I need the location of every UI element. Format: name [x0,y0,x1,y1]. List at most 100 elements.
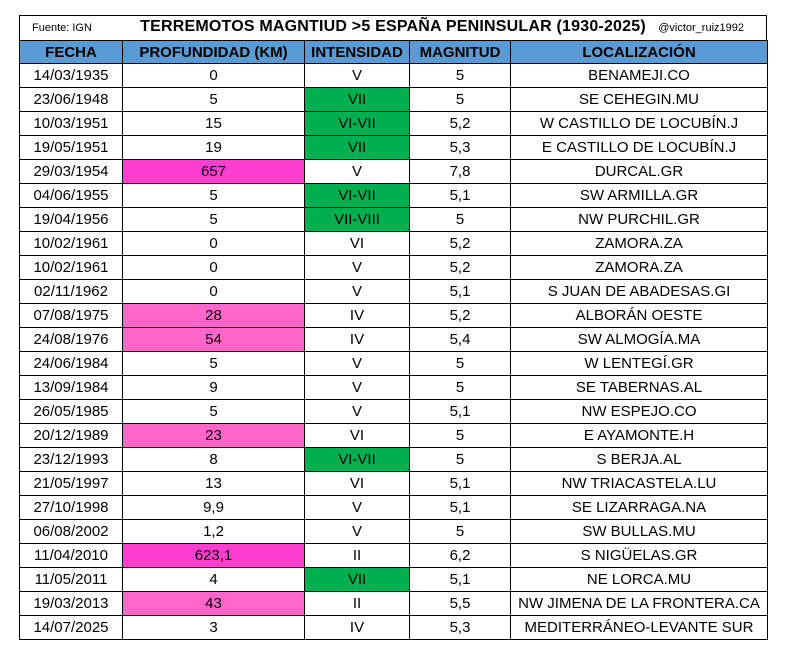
depth-cell: 19 [122,135,305,160]
depth-cell: 1,2 [122,519,305,544]
intensity-cell: V [304,255,410,280]
table-row: 10/02/1961 0 V 5,2 ZAMORA.ZA [19,255,768,280]
magnitude-cell: 5 [409,447,511,472]
table-row: 14/07/2025 3 IV 5,3 MEDITERRÁNEO-LEVANTE SUR [19,615,768,640]
magnitude-cell: 5,1 [409,279,511,304]
intensity-cell: VI [304,231,410,256]
location-cell: NW TRIACASTELA.LU [510,471,768,496]
table-row: 23/12/1993 8 VI-VII 5 S BERJA.AL [19,447,768,472]
depth-cell: 5 [122,183,305,208]
intensity-cell: VI-VII [304,447,410,472]
depth-cell: 657 [122,159,305,184]
location-cell: SE TABERNAS.AL [510,375,768,400]
location-cell: ZAMORA.ZA [510,255,768,280]
intensity-cell: VII [304,567,410,592]
intensity-cell: V [304,375,410,400]
table-row: 04/06/1955 5 VI-VII 5,1 SW ARMILLA.GR [19,183,768,208]
location-cell: NW ESPEJO.CO [510,399,768,424]
depth-cell: 0 [122,255,305,280]
header-row: FECHA PROFUNDIDAD (KM) INTENSIDAD MAGNIT… [19,40,768,64]
magnitude-cell: 5,1 [409,495,511,520]
location-cell: NW JIMENA DE LA FRONTERA.CA [510,591,768,616]
depth-cell: 15 [122,111,305,136]
table-row: 20/12/1989 23 VI 5 E AYAMONTE.H [19,423,768,448]
column-header-profundidad: PROFUNDIDAD (KM) [122,40,305,64]
magnitude-cell: 5,2 [409,303,511,328]
magnitude-cell: 5 [409,63,511,88]
magnitude-cell: 5,3 [409,135,511,160]
location-cell: S NIGÜELAS.GR [510,543,768,568]
date-cell: 20/12/1989 [19,423,123,448]
location-cell: BENAMEJI.CO [510,63,768,88]
depth-cell: 28 [122,303,305,328]
earthquake-table-container: Fuente: IGN TERREMOTOS MAGNTIUD >5 ESPAÑ… [19,15,768,640]
date-cell: 19/05/1951 [19,135,123,160]
magnitude-cell: 5,1 [409,399,511,424]
depth-cell: 9,9 [122,495,305,520]
magnitude-cell: 5 [409,423,511,448]
location-cell: SW ARMILLA.GR [510,183,768,208]
intensity-cell: VII-VIII [304,207,410,232]
date-cell: 19/03/2013 [19,591,123,616]
magnitude-cell: 5 [409,87,511,112]
date-cell: 27/10/1998 [19,495,123,520]
depth-cell: 0 [122,63,305,88]
intensity-cell: IV [304,303,410,328]
table-row: 06/08/2002 1,2 V 5 SW BULLAS.MU [19,519,768,544]
intensity-cell: V [304,399,410,424]
date-cell: 11/04/2010 [19,543,123,568]
intensity-cell: V [304,519,410,544]
intensity-cell: IV [304,327,410,352]
intensity-cell: V [304,279,410,304]
location-cell: S BERJA.AL [510,447,768,472]
intensity-cell: VI [304,471,410,496]
location-cell: W LENTEGÍ.GR [510,351,768,376]
depth-cell: 5 [122,207,305,232]
magnitude-cell: 5 [409,207,511,232]
date-cell: 06/08/2002 [19,519,123,544]
author-handle: @victor_ruiz1992 [658,22,744,34]
location-cell: E CASTILLO DE LOCUBÍN.J [510,135,768,160]
magnitude-cell: 5 [409,351,511,376]
date-cell: 23/06/1948 [19,87,123,112]
date-cell: 23/12/1993 [19,447,123,472]
table-row: 13/09/1984 9 V 5 SE TABERNAS.AL [19,375,768,400]
location-cell: S JUAN DE ABADESAS.GI [510,279,768,304]
depth-cell: 13 [122,471,305,496]
date-cell: 10/02/1961 [19,231,123,256]
column-header-fecha: FECHA [19,40,123,64]
table-row: 07/08/1975 28 IV 5,2 ALBORÁN OESTE [19,303,768,328]
date-cell: 29/03/1954 [19,159,123,184]
depth-cell: 5 [122,87,305,112]
depth-cell: 623,1 [122,543,305,568]
column-header-intensidad: INTENSIDAD [304,40,410,64]
table-row: 19/05/1951 19 VII 5,3 E CASTILLO DE LOCUBÍN.… [19,135,768,160]
title-bar: Fuente: IGN TERREMOTOS MAGNTIUD >5 ESPAÑ… [19,15,767,40]
date-cell: 24/08/1976 [19,327,123,352]
location-cell: NW PURCHIL.GR [510,207,768,232]
table-row: 26/05/1985 5 V 5,1 NW ESPEJO.CO [19,399,768,424]
location-cell: SW BULLAS.MU [510,519,768,544]
intensity-cell: VII [304,87,410,112]
date-cell: 21/05/1997 [19,471,123,496]
magnitude-cell: 5,1 [409,567,511,592]
table-row: 29/03/1954 657 V 7,8 DURCAL.GR [19,159,768,184]
table-row: 11/04/2010 623,1 II 6,2 S NIGÜELAS.GR [19,543,768,568]
intensity-cell: VII [304,135,410,160]
magnitude-cell: 5 [409,519,511,544]
intensity-cell: V [304,495,410,520]
depth-cell: 5 [122,399,305,424]
date-cell: 13/09/1984 [19,375,123,400]
date-cell: 24/06/1984 [19,351,123,376]
depth-cell: 43 [122,591,305,616]
intensity-cell: II [304,543,410,568]
location-cell: SE CEHEGIN.MU [510,87,768,112]
magnitude-cell: 6,2 [409,543,511,568]
magnitude-cell: 5,2 [409,255,511,280]
depth-cell: 8 [122,447,305,472]
intensity-cell: VI [304,423,410,448]
depth-cell: 0 [122,231,305,256]
location-cell: E AYAMONTE.H [510,423,768,448]
depth-cell: 9 [122,375,305,400]
table-body: 14/03/1935 0 V 5 BENAMEJI.CO 23/06/1948 5 VII 5 S… [19,63,768,640]
